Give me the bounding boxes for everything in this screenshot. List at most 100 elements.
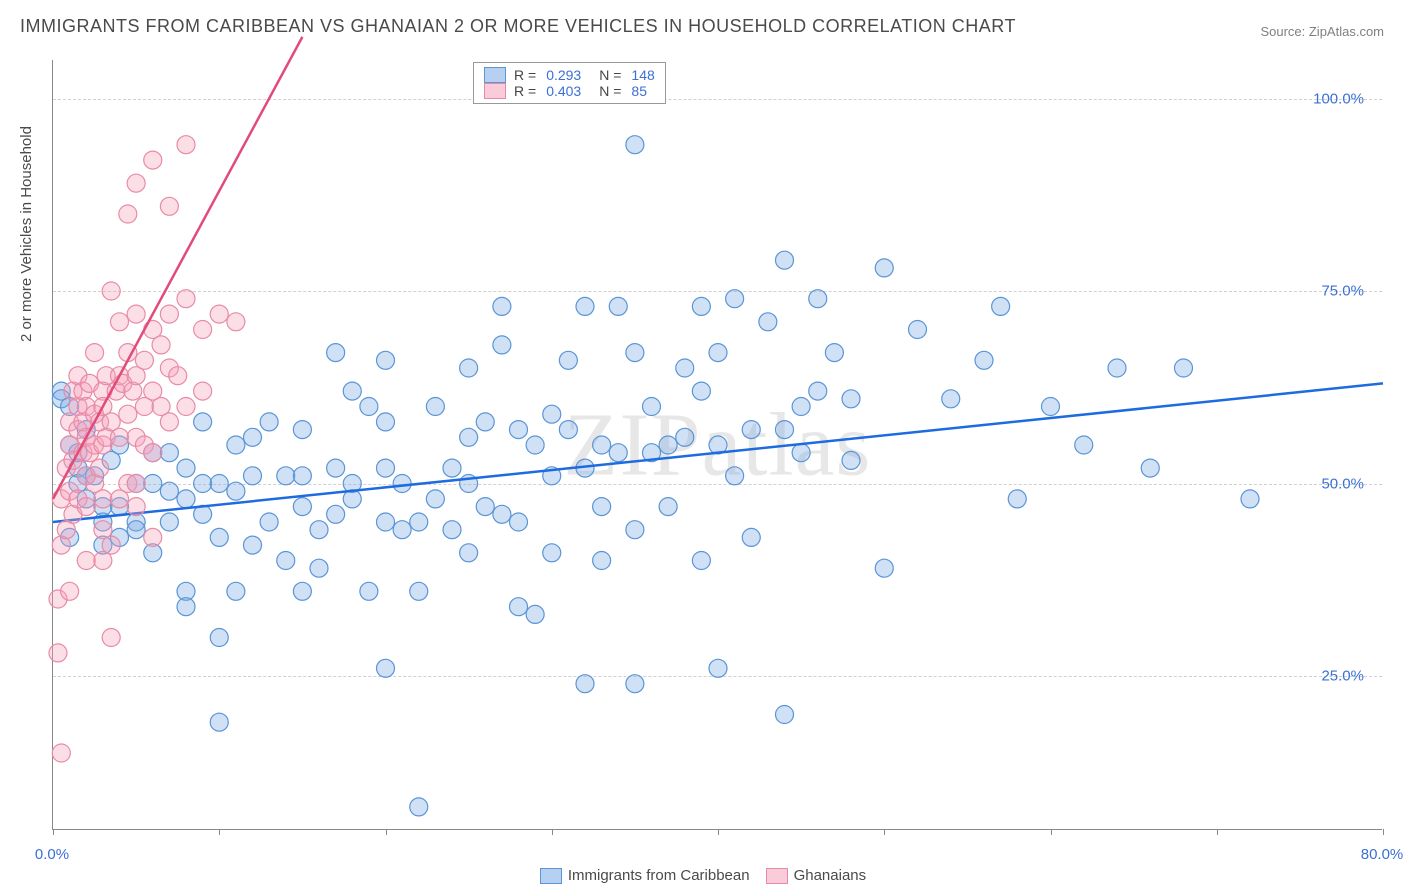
data-point <box>210 305 228 323</box>
x-tick <box>1051 829 1052 835</box>
data-point <box>809 290 827 308</box>
data-point <box>493 505 511 523</box>
data-point <box>842 390 860 408</box>
data-point <box>61 582 79 600</box>
data-point <box>875 559 893 577</box>
legend-swatch <box>484 67 506 83</box>
data-point <box>792 444 810 462</box>
data-point <box>659 498 677 516</box>
data-point <box>127 475 145 493</box>
legend-row: R =0.293N =148 <box>484 67 655 83</box>
legend-n-label: N = <box>599 83 621 99</box>
data-point <box>160 482 178 500</box>
data-point <box>177 459 195 477</box>
data-point <box>692 552 710 570</box>
data-point <box>676 428 694 446</box>
data-point <box>244 428 262 446</box>
y-axis-label: 2 or more Vehicles in Household <box>18 126 35 342</box>
data-point <box>91 459 109 477</box>
series-legend: Immigrants from Caribbean Ghanaians <box>0 867 1406 884</box>
data-point <box>543 544 561 562</box>
y-tick-label: 100.0% <box>1313 90 1364 107</box>
data-point <box>127 174 145 192</box>
data-point <box>227 482 245 500</box>
data-point <box>94 490 112 508</box>
data-point <box>593 498 611 516</box>
data-point <box>127 521 145 539</box>
data-point <box>609 297 627 315</box>
data-point <box>692 297 710 315</box>
data-point <box>77 498 95 516</box>
data-point <box>377 659 395 677</box>
data-point <box>626 136 644 154</box>
data-point <box>410 513 428 531</box>
legend-label: Ghanaians <box>794 867 867 884</box>
data-point <box>260 513 278 531</box>
legend-n-value: 148 <box>631 67 654 83</box>
data-point <box>160 305 178 323</box>
data-point <box>493 297 511 315</box>
data-point <box>1008 490 1026 508</box>
legend-r-value: 0.293 <box>546 67 581 83</box>
data-point <box>377 351 395 369</box>
legend-row: R =0.403N =85 <box>484 83 655 99</box>
data-point <box>626 521 644 539</box>
data-point <box>460 359 478 377</box>
data-point <box>576 297 594 315</box>
data-point <box>942 390 960 408</box>
data-point <box>327 459 345 477</box>
trend-line <box>53 383 1383 522</box>
data-point <box>293 467 311 485</box>
data-point <box>726 467 744 485</box>
data-point <box>659 436 677 454</box>
data-point <box>443 521 461 539</box>
chart-title: IMMIGRANTS FROM CARIBBEAN VS GHANAIAN 2 … <box>20 16 1016 37</box>
data-point <box>160 197 178 215</box>
legend-label: Immigrants from Caribbean <box>568 867 750 884</box>
data-point <box>194 382 212 400</box>
data-point <box>102 536 120 554</box>
x-tick <box>219 829 220 835</box>
data-point <box>144 528 162 546</box>
data-point <box>111 428 129 446</box>
data-point <box>210 528 228 546</box>
data-point <box>792 398 810 416</box>
x-tick <box>386 829 387 835</box>
data-point <box>776 706 794 724</box>
data-point <box>526 605 544 623</box>
data-point <box>86 344 104 362</box>
correlation-legend: R =0.293N =148R =0.403N =85 <box>473 62 666 104</box>
data-point <box>49 644 67 662</box>
data-point <box>726 290 744 308</box>
legend-swatch <box>484 83 506 99</box>
data-point <box>460 428 478 446</box>
data-point <box>460 544 478 562</box>
data-point <box>227 436 245 454</box>
data-point <box>210 475 228 493</box>
data-point <box>293 498 311 516</box>
data-point <box>1108 359 1126 377</box>
chart-svg <box>53 60 1382 829</box>
x-tick <box>1383 829 1384 835</box>
data-point <box>643 398 661 416</box>
y-tick-label: 25.0% <box>1321 668 1364 685</box>
data-point <box>144 444 162 462</box>
data-point <box>443 459 461 477</box>
data-point <box>692 382 710 400</box>
data-point <box>293 421 311 439</box>
x-tick <box>552 829 553 835</box>
source-attribution: Source: ZipAtlas.com <box>1260 24 1384 39</box>
data-point <box>875 259 893 277</box>
data-point <box>327 344 345 362</box>
data-point <box>776 421 794 439</box>
data-point <box>327 505 345 523</box>
data-point <box>277 467 295 485</box>
data-point <box>377 413 395 431</box>
data-point <box>102 629 120 647</box>
data-point <box>160 513 178 531</box>
x-tick-label: 0.0% <box>35 846 69 863</box>
data-point <box>177 290 195 308</box>
data-point <box>476 413 494 431</box>
data-point <box>709 659 727 677</box>
data-point <box>152 336 170 354</box>
